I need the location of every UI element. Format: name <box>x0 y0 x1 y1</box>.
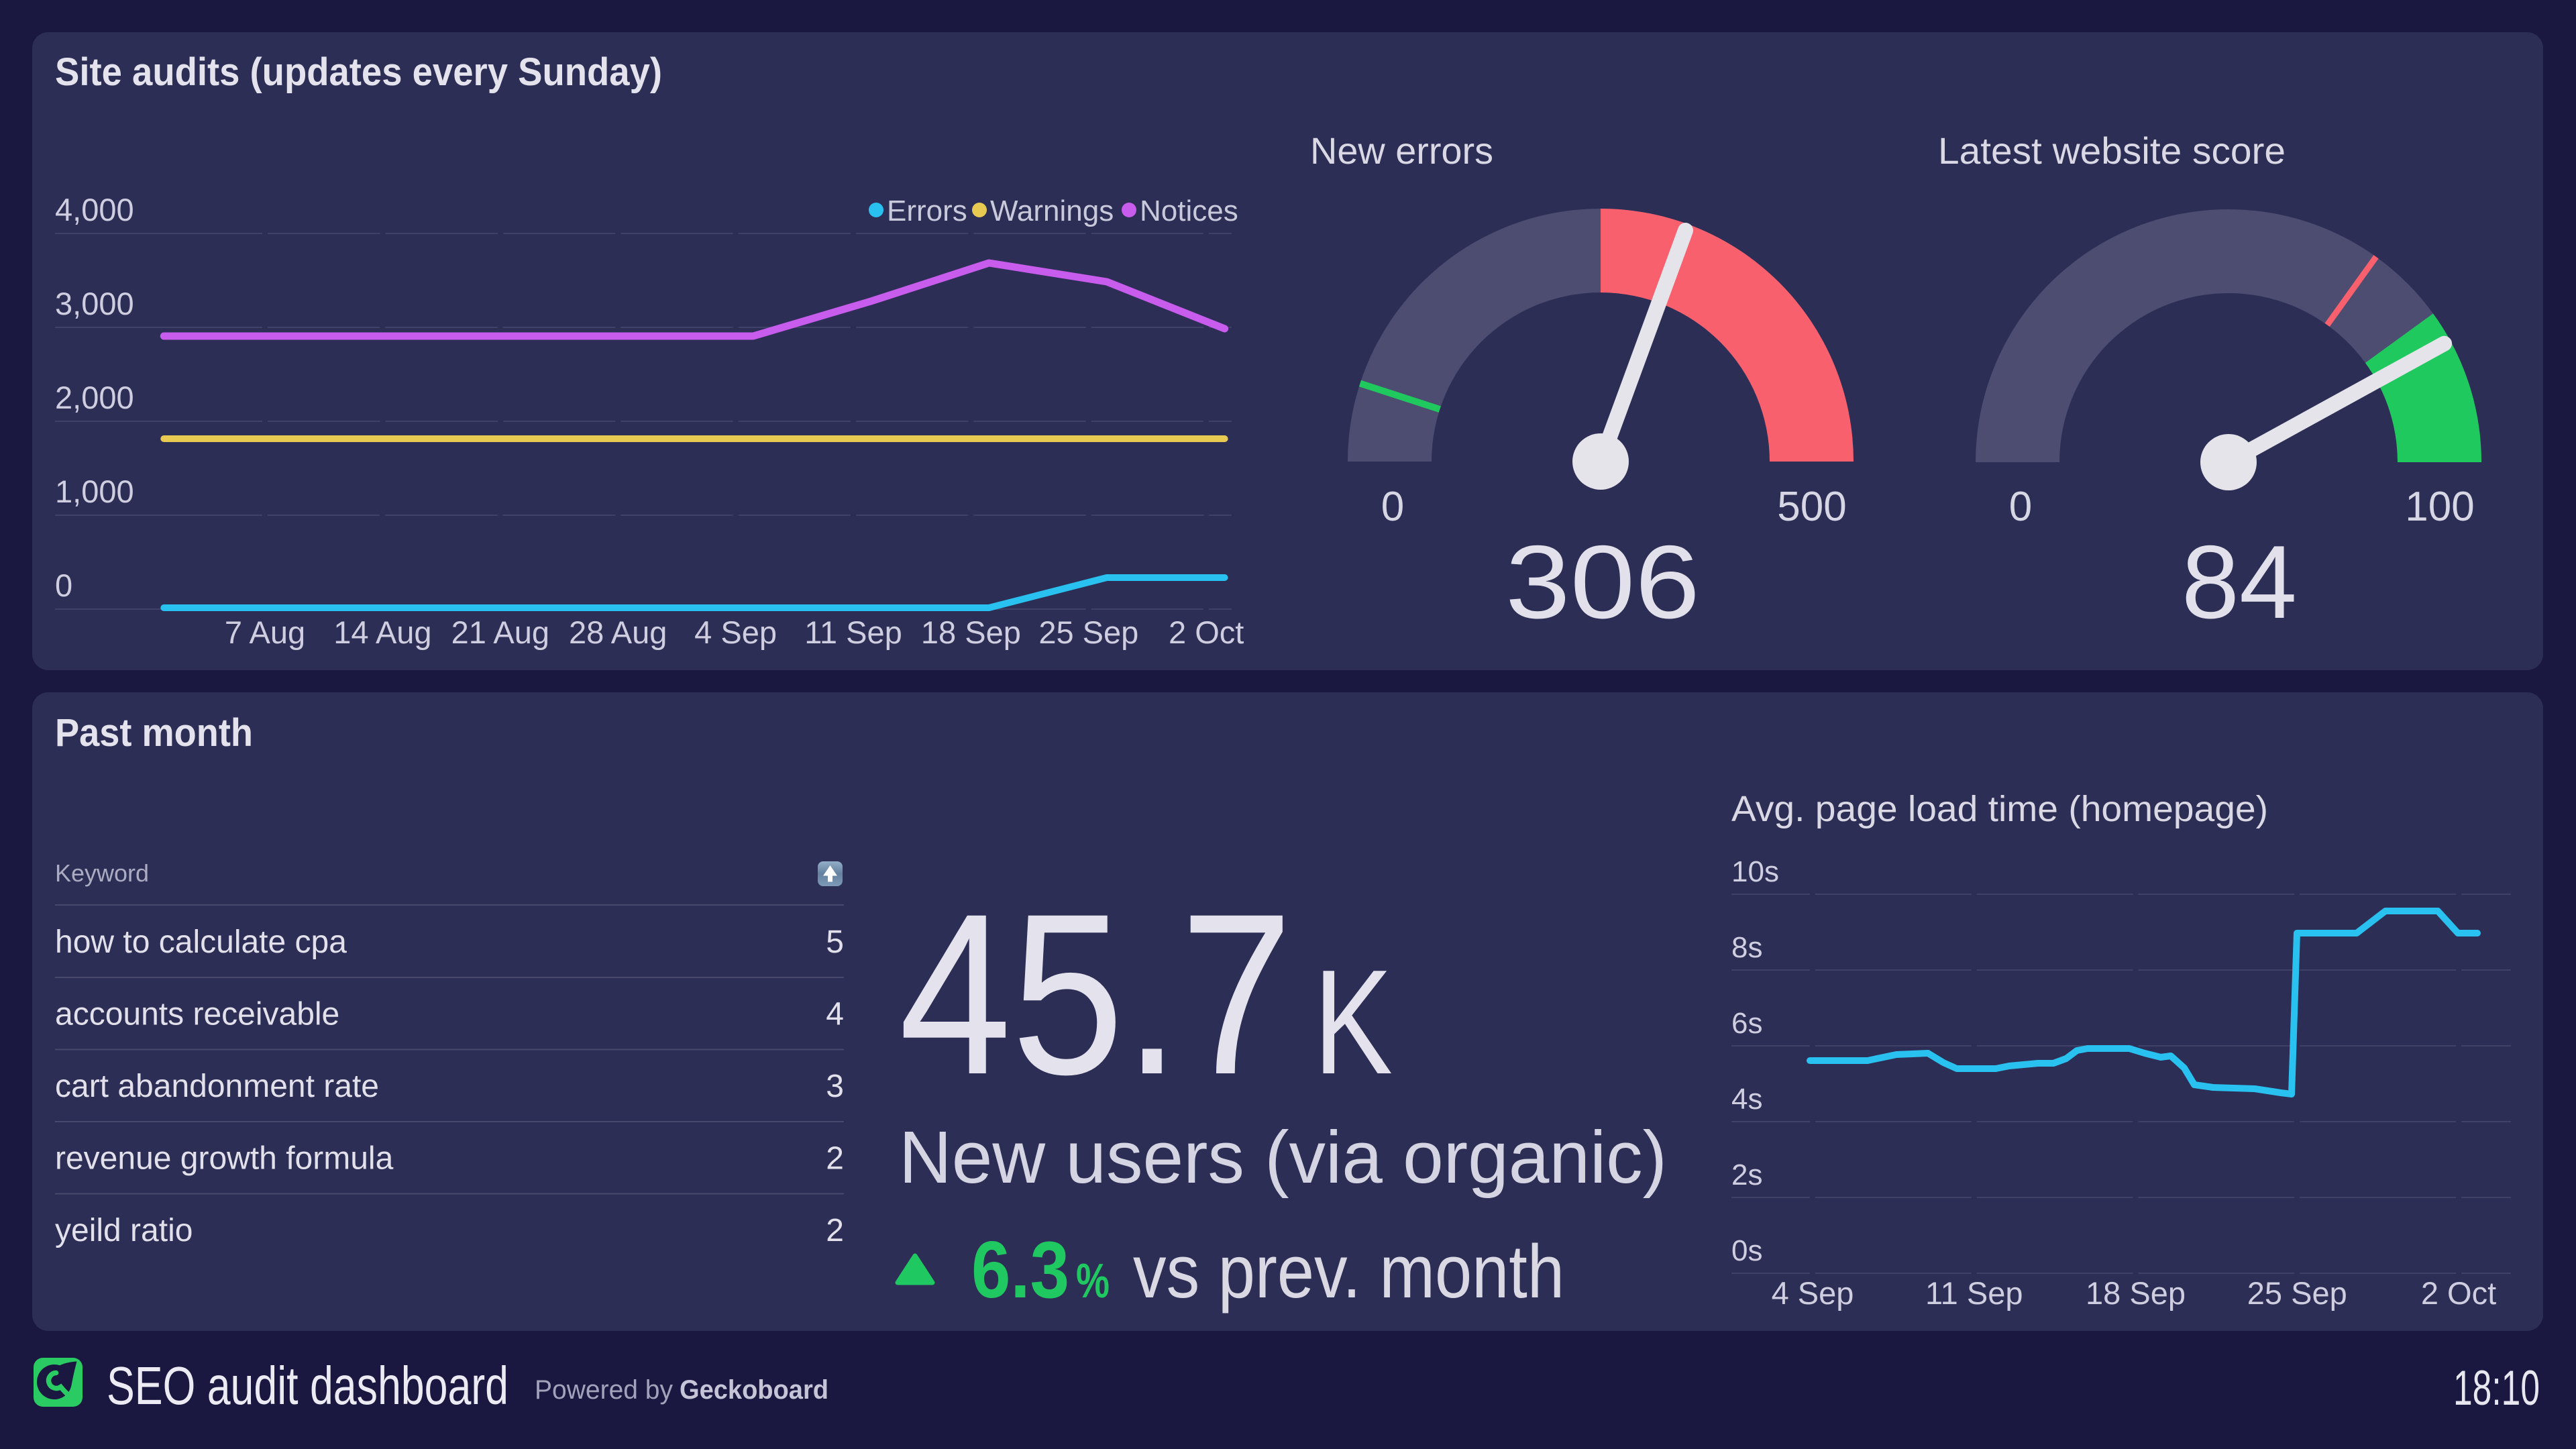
svg-text:306: 306 <box>1505 524 1700 640</box>
svg-text:3: 3 <box>826 1069 844 1104</box>
svg-text:14 Aug: 14 Aug <box>333 614 431 650</box>
svg-text:Geckoboard: Geckoboard <box>680 1375 828 1405</box>
svg-text:84: 84 <box>2182 524 2297 640</box>
svg-text:Notices: Notices <box>1140 195 1238 227</box>
svg-text:25 Sep: 25 Sep <box>1038 614 1138 650</box>
svg-text:8s: 8s <box>1731 931 1762 964</box>
svg-text:21 Aug: 21 Aug <box>451 614 549 650</box>
svg-text:2,000: 2,000 <box>55 380 134 415</box>
svg-text:Keyword: Keyword <box>55 859 149 887</box>
svg-text:18 Sep: 18 Sep <box>921 614 1021 650</box>
svg-text:cart abandonment rate: cart abandonment rate <box>55 1069 379 1104</box>
svg-text:6s: 6s <box>1731 1007 1762 1040</box>
svg-text:11 Sep: 11 Sep <box>1925 1275 2023 1311</box>
svg-text:4: 4 <box>826 997 844 1032</box>
svg-text:10s: 10s <box>1731 855 1779 888</box>
svg-text:Powered by: Powered by <box>535 1375 673 1405</box>
svg-text:New users (via organic): New users (via organic) <box>899 1116 1667 1199</box>
svg-text:6.3: 6.3 <box>971 1225 1069 1315</box>
svg-text:500: 500 <box>1777 484 1846 530</box>
svg-text:how to calculate cpa: how to calculate cpa <box>55 924 347 960</box>
svg-text:Errors: Errors <box>887 195 967 227</box>
svg-text:7 Aug: 7 Aug <box>225 614 305 650</box>
svg-text:2s: 2s <box>1731 1159 1762 1191</box>
svg-text:4,000: 4,000 <box>55 192 134 227</box>
svg-text:25 Sep: 25 Sep <box>2247 1275 2347 1311</box>
svg-text:0: 0 <box>2009 484 2032 530</box>
svg-text:accounts receivable: accounts receivable <box>55 997 339 1032</box>
svg-text:Past month: Past month <box>55 711 253 755</box>
svg-text:0: 0 <box>1381 484 1404 530</box>
svg-text:%: % <box>1076 1254 1110 1308</box>
svg-text:2: 2 <box>826 1141 844 1177</box>
svg-text:0s: 0s <box>1731 1234 1762 1267</box>
svg-text:3,000: 3,000 <box>55 286 134 321</box>
svg-text:11 Sep: 11 Sep <box>804 614 902 650</box>
svg-text:vs prev. month: vs prev. month <box>1133 1230 1564 1313</box>
svg-text:revenue growth formula: revenue growth formula <box>55 1141 394 1177</box>
svg-text:Site audits (updates every Sun: Site audits (updates every Sunday) <box>55 50 662 94</box>
svg-text:Warnings: Warnings <box>990 195 1114 227</box>
svg-text:2 Oct: 2 Oct <box>1169 614 1244 650</box>
svg-text:0: 0 <box>55 568 72 603</box>
svg-text:18 Sep: 18 Sep <box>2086 1275 2186 1311</box>
svg-text:28 Aug: 28 Aug <box>569 614 667 650</box>
svg-text:100: 100 <box>2405 484 2474 530</box>
svg-text:4s: 4s <box>1731 1083 1762 1116</box>
svg-text:45.7: 45.7 <box>899 866 1293 1122</box>
svg-text:2: 2 <box>826 1213 844 1248</box>
svg-text:5: 5 <box>826 924 844 960</box>
svg-text:SEO audit dashboard: SEO audit dashboard <box>107 1356 508 1415</box>
svg-text:K: K <box>1313 939 1393 1106</box>
svg-text:4 Sep: 4 Sep <box>694 614 777 650</box>
svg-text:Latest website score: Latest website score <box>1938 129 2286 172</box>
svg-text:New errors: New errors <box>1310 129 1493 172</box>
svg-text:18:10: 18:10 <box>2453 1361 2540 1415</box>
svg-text:Avg. page load time (homepage): Avg. page load time (homepage) <box>1731 789 2268 829</box>
svg-text:yeild ratio: yeild ratio <box>55 1213 193 1248</box>
svg-text:1,000: 1,000 <box>55 474 134 509</box>
svg-text:2 Oct: 2 Oct <box>2421 1275 2496 1311</box>
svg-text:4 Sep: 4 Sep <box>1772 1275 1854 1311</box>
